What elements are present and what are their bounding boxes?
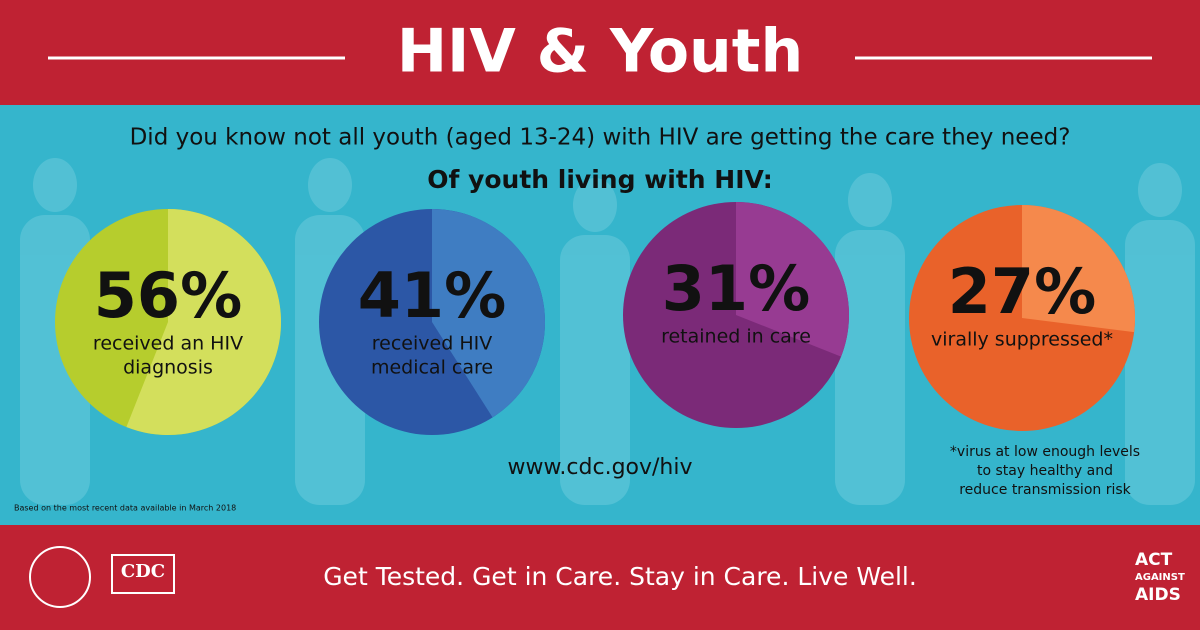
cdc-logo-box <box>111 554 175 594</box>
title: HIV & Youth <box>397 17 803 87</box>
pie-slice <box>432 209 546 418</box>
stat-caption: medical care <box>371 357 493 379</box>
stat-caption: diagnosis <box>123 357 213 379</box>
footnote-line: to stay healthy and <box>977 463 1113 479</box>
stat-caption: virally suppressed* <box>931 329 1113 351</box>
footnote-line: reduce transmission risk <box>959 482 1131 498</box>
footnote: *virus at low enough levels to stay healt… <box>950 444 1140 498</box>
silhouettes <box>20 158 1195 505</box>
question: Did you know not all youth (aged 13-24) … <box>130 125 1071 151</box>
campaign-logo: AIDS <box>1135 585 1181 605</box>
campaign-logo: ACT <box>1135 550 1173 570</box>
cdc-logo: CDC <box>121 561 165 582</box>
footer-band <box>0 525 1200 630</box>
footnote-line: *virus at low enough levels <box>950 444 1140 460</box>
lead: Of youth living with HIV: <box>427 165 773 194</box>
stat-caption: retained in care <box>661 326 811 348</box>
header-band <box>0 0 1200 105</box>
pie-slice <box>126 209 282 436</box>
stat-caption: received an HIV <box>93 333 243 355</box>
stat-value: 31% <box>662 252 810 325</box>
slogan: Get Tested. Get in Care. Stay in Care. L… <box>323 562 917 591</box>
stat-value: 27% <box>948 255 1096 328</box>
pie-slice <box>736 202 850 357</box>
stat-caption: received HIV <box>372 333 492 355</box>
stat-value: 56% <box>94 259 242 332</box>
pie-slice <box>1022 205 1136 333</box>
campaign-logo: AGAINST <box>1135 572 1185 583</box>
hhs-logo <box>29 546 91 608</box>
stat-value: 41% <box>358 259 506 332</box>
source-note: Based on the most recent data available … <box>14 504 236 513</box>
url: www.cdc.gov/hiv <box>507 455 692 480</box>
